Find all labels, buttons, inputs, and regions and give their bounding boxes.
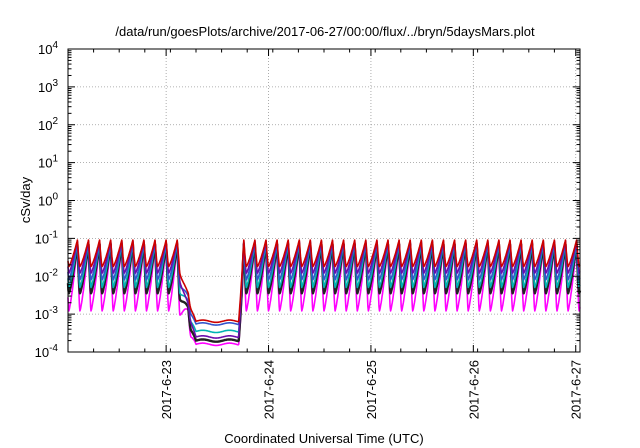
y-tick-label: 10-1	[35, 229, 59, 246]
y-tick-label: 10-4	[35, 343, 59, 360]
y-axis-label: cSv/day	[18, 176, 33, 223]
axis-ticks	[67, 48, 581, 353]
x-tick-labels: 2017-6-23 2017-6-24 2017-6-25 2017-6-26 2017…	[159, 360, 584, 419]
x-tick-label: 2017-6-27	[569, 360, 584, 419]
x-tick-label: 2017-6-24	[262, 360, 277, 419]
x-axis-label: Coordinated Universal Time (UTC)	[224, 431, 423, 446]
y-tick-label: 10-2	[35, 267, 59, 284]
y-tick-label: 102	[38, 116, 58, 133]
y-tick-label: 103	[38, 78, 58, 95]
y-tick-labels: 10-4 10-3 10-2 10-1 100 101 102 103 104	[35, 40, 59, 360]
series-line	[67, 239, 581, 324]
y-tick-label: 104	[38, 40, 58, 57]
y-tick-label: 101	[38, 154, 58, 171]
chart-title: /data/run/goesPlots/archive/2017-06-27/0…	[115, 24, 535, 39]
x-tick-label: 2017-6-25	[364, 360, 379, 419]
series-layer	[66, 239, 582, 347]
y-tick-label: 100	[38, 192, 58, 209]
y-tick-label: 10-3	[35, 305, 59, 322]
x-tick-label: 2017-6-23	[159, 360, 174, 419]
x-tick-label: 2017-6-26	[466, 360, 481, 419]
